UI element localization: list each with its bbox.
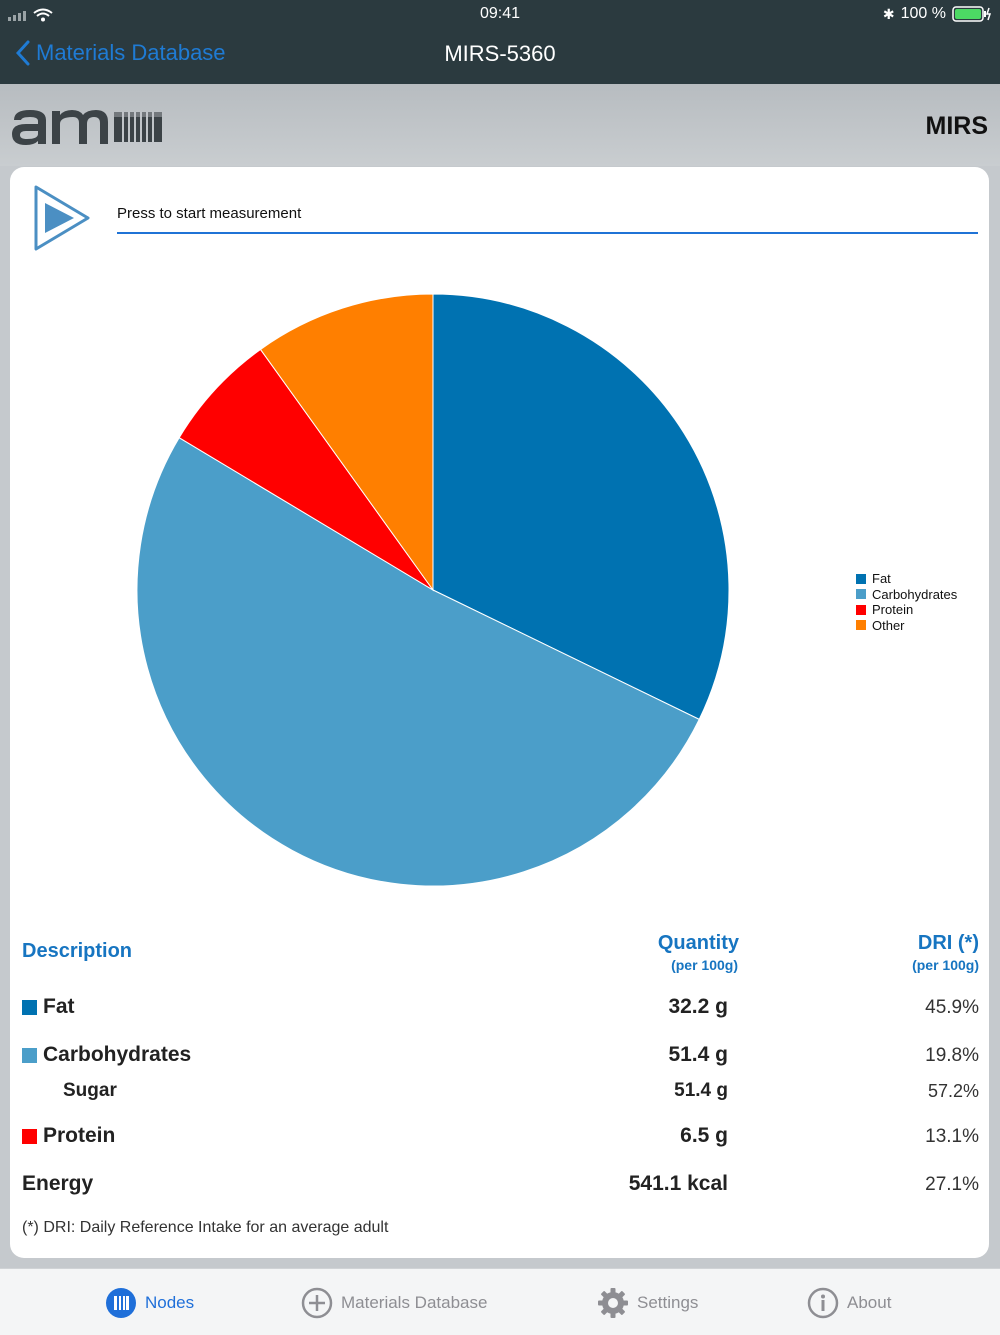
battery-percent: 100 % xyxy=(900,5,946,22)
row-sugar-dri: 57.2% xyxy=(927,1081,979,1101)
back-button[interactable]: Materials Database xyxy=(16,40,226,66)
pie-slice-protein xyxy=(178,348,434,591)
tab-about[interactable]: About xyxy=(807,1287,891,1319)
page-title: MIRS-5360 xyxy=(444,41,556,66)
tab-materials-database[interactable]: Materials Database xyxy=(301,1287,487,1319)
gear-icon xyxy=(598,1288,628,1318)
bluetooth-icon: ✱ xyxy=(882,5,895,22)
nodes-icon xyxy=(106,1288,136,1318)
header-quantity: Quantity xyxy=(657,932,739,954)
row-label-text: Energy xyxy=(22,1172,94,1195)
row-protein-dri: 13.1% xyxy=(925,1126,979,1147)
status-time: 09:41 xyxy=(479,5,521,22)
content-card: Press to start measurement Fat Carbohydr… xyxy=(10,167,989,1258)
row-carbohydrates-dri: 19.8% xyxy=(925,1045,979,1066)
back-button-label: Materials Database xyxy=(36,40,226,65)
legend-item: Protein xyxy=(856,602,957,618)
row-carbohydrates-label: Carbohydrates xyxy=(22,1043,191,1067)
tab-nodes[interactable]: Nodes xyxy=(105,1287,194,1319)
tab-label: Settings xyxy=(637,1293,699,1312)
legend-label: Carbohydrates xyxy=(872,586,958,602)
protein-swatch xyxy=(22,1128,37,1144)
row-carbohydrates-quantity: 51.4 g xyxy=(668,1043,728,1066)
tab-label: Nodes xyxy=(145,1293,195,1312)
navigation-bar: Materials Database MIRS-5360 xyxy=(0,28,1000,84)
legend-swatch xyxy=(856,589,866,600)
row-fat-label: Fat xyxy=(22,995,75,1019)
legend-swatch xyxy=(856,604,866,615)
row-sugar-quantity: 51.4 g xyxy=(674,1080,728,1101)
plus-circle-icon xyxy=(301,1287,333,1319)
measurement-prompt[interactable]: Press to start measurement xyxy=(117,205,302,222)
legend-label: Fat xyxy=(872,571,891,586)
legend-swatch xyxy=(856,620,866,631)
fat-swatch xyxy=(22,999,37,1015)
row-label-text: Fat xyxy=(43,995,75,1018)
legend-label: Other xyxy=(872,617,905,633)
row-protein-quantity: 6.5 g xyxy=(680,1124,728,1147)
legend-item: Carbohydrates xyxy=(856,587,957,603)
row-label-text: Carbohydrates xyxy=(43,1043,192,1066)
row-label-text: Sugar xyxy=(63,1080,117,1101)
battery-icon xyxy=(952,6,992,22)
tab-settings[interactable]: Settings xyxy=(597,1287,698,1319)
signal-wifi-icon xyxy=(8,8,53,22)
play-icon[interactable] xyxy=(32,183,92,253)
status-bar: 09:41 ✱ 100 % xyxy=(0,0,1000,28)
row-energy-label: Energy xyxy=(22,1172,93,1196)
tab-label: Materials Database xyxy=(341,1293,488,1312)
pie-slice-fat xyxy=(432,293,730,721)
chart-legend: Fat Carbohydrates Protein Other xyxy=(856,571,957,633)
row-fat-quantity: 32.2 g xyxy=(668,995,728,1018)
row-sugar-label: Sugar xyxy=(63,1080,117,1102)
legend-label: Protein xyxy=(872,602,914,617)
info-icon xyxy=(807,1287,839,1319)
pie-slice-carbohydrates xyxy=(136,437,700,887)
tab-label: About xyxy=(847,1293,892,1312)
status-right: ✱ 100 % xyxy=(883,5,992,23)
ams-logo xyxy=(12,110,162,145)
header-description: Description xyxy=(22,940,133,962)
header-quantity-sub: (per 100g) xyxy=(671,957,738,973)
header-dri-sub: (per 100g) xyxy=(912,957,979,973)
pie-chart xyxy=(136,293,730,887)
legend-item: Other xyxy=(856,618,957,634)
carbohydrates-swatch xyxy=(22,1047,37,1063)
dri-footnote: (*) DRI: Daily Reference Intake for an a… xyxy=(22,1219,389,1236)
header-dri: DRI (*) xyxy=(917,932,979,954)
measurement-underline xyxy=(117,232,978,234)
brand-header: MIRS xyxy=(0,84,1000,166)
row-fat-dri: 45.9% xyxy=(925,997,979,1018)
legend-item: Fat xyxy=(856,571,957,587)
pie-slice-other xyxy=(259,293,434,592)
row-label-text: Protein xyxy=(43,1124,116,1147)
row-energy-quantity: 541.1 kcal xyxy=(628,1172,728,1195)
brand-name: MIRS xyxy=(925,112,989,140)
row-protein-label: Protein xyxy=(22,1124,115,1148)
legend-swatch xyxy=(856,573,866,584)
row-energy-dri: 27.1% xyxy=(925,1174,979,1195)
chevron-left-icon xyxy=(16,40,30,66)
tab-bar: Nodes Materials Database Settings About xyxy=(0,1268,1000,1335)
